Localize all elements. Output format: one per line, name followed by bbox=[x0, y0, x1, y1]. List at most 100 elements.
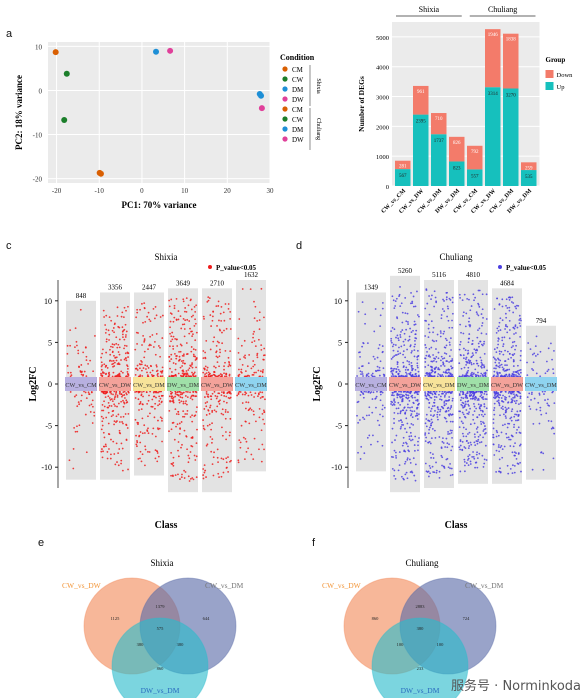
de-point bbox=[228, 392, 231, 395]
de-point bbox=[396, 363, 399, 366]
de-point bbox=[124, 352, 127, 355]
de-point bbox=[76, 430, 79, 433]
de-point bbox=[416, 314, 419, 316]
legend-entry-label: Down bbox=[557, 72, 574, 79]
de-point bbox=[100, 368, 103, 371]
de-point bbox=[403, 344, 406, 347]
de-point bbox=[120, 416, 122, 418]
de-point bbox=[105, 351, 108, 354]
de-point bbox=[393, 328, 396, 331]
bar-up bbox=[503, 88, 519, 186]
de-point bbox=[171, 331, 174, 334]
de-point bbox=[401, 311, 404, 314]
de-point bbox=[519, 325, 522, 327]
de-point bbox=[493, 409, 495, 412]
de-point bbox=[85, 397, 88, 400]
de-point bbox=[205, 476, 207, 478]
de-point bbox=[492, 433, 495, 436]
de-point bbox=[462, 435, 465, 438]
de-point bbox=[126, 375, 129, 378]
de-point bbox=[204, 469, 207, 472]
de-point bbox=[427, 470, 430, 473]
de-point bbox=[379, 360, 382, 363]
de-point bbox=[178, 359, 181, 362]
de-point bbox=[450, 365, 452, 368]
de-point bbox=[105, 392, 107, 395]
de-point bbox=[399, 404, 402, 406]
de-point bbox=[168, 430, 170, 433]
de-point bbox=[101, 420, 104, 423]
de-point bbox=[118, 392, 121, 395]
de-point bbox=[526, 396, 529, 398]
de-point bbox=[407, 339, 410, 342]
de-point bbox=[80, 399, 83, 402]
de-point bbox=[468, 362, 471, 365]
de-point bbox=[177, 441, 180, 443]
de-point bbox=[501, 305, 504, 308]
de-point bbox=[416, 362, 419, 365]
bar-up bbox=[449, 161, 465, 186]
de-point bbox=[220, 394, 223, 397]
bar-down-label: 792 bbox=[471, 150, 479, 155]
de-point bbox=[511, 296, 514, 299]
de-point bbox=[134, 374, 137, 376]
de-point bbox=[505, 298, 508, 301]
de-point bbox=[431, 294, 433, 297]
de-point bbox=[427, 398, 430, 401]
de-point bbox=[381, 444, 384, 447]
de-point bbox=[367, 362, 370, 365]
de-point bbox=[193, 325, 196, 327]
venn-region-count: 233 bbox=[417, 666, 425, 671]
de-point bbox=[113, 398, 116, 401]
de-point bbox=[110, 398, 113, 400]
de-point bbox=[443, 300, 445, 302]
de-point bbox=[398, 346, 400, 349]
de-point bbox=[450, 349, 452, 351]
de-point bbox=[171, 474, 174, 477]
de-point bbox=[215, 351, 218, 354]
legend-title: Group bbox=[546, 56, 566, 64]
de-point bbox=[112, 365, 114, 368]
de-point bbox=[458, 446, 461, 449]
de-point bbox=[414, 343, 416, 346]
de-point bbox=[497, 357, 499, 360]
de-point bbox=[116, 405, 118, 408]
de-point bbox=[161, 369, 164, 372]
de-point bbox=[116, 461, 118, 463]
de-point bbox=[177, 390, 179, 393]
de-point bbox=[459, 323, 462, 326]
de-point bbox=[482, 375, 485, 378]
de-point bbox=[478, 327, 481, 330]
de-point bbox=[112, 327, 115, 329]
de-point bbox=[544, 390, 546, 393]
x-axis-label: PC1: 70% variance bbox=[122, 200, 197, 210]
de-point bbox=[410, 366, 413, 369]
de-point bbox=[542, 468, 545, 471]
de-point bbox=[390, 455, 393, 458]
de-point bbox=[506, 350, 509, 353]
de-point bbox=[383, 406, 386, 409]
de-point bbox=[381, 415, 384, 418]
de-point bbox=[160, 371, 163, 374]
venn-region-count: 860 bbox=[372, 616, 380, 621]
de-point bbox=[425, 289, 428, 292]
de-point bbox=[434, 371, 436, 374]
de-point bbox=[206, 401, 209, 403]
de-point bbox=[517, 372, 520, 375]
de-point bbox=[504, 375, 506, 378]
de-point bbox=[427, 432, 430, 435]
class-count-label: 4810 bbox=[466, 271, 481, 279]
de-point bbox=[77, 401, 80, 404]
de-point bbox=[103, 445, 105, 448]
de-point bbox=[125, 423, 128, 426]
de-point bbox=[69, 329, 72, 332]
de-point bbox=[211, 319, 214, 322]
de-point bbox=[512, 311, 515, 314]
de-point bbox=[400, 393, 402, 396]
de-point bbox=[431, 405, 434, 408]
de-point bbox=[216, 361, 219, 364]
de-point bbox=[174, 363, 177, 365]
de-point bbox=[496, 371, 498, 374]
de-point bbox=[472, 397, 475, 400]
de-point bbox=[428, 313, 431, 316]
